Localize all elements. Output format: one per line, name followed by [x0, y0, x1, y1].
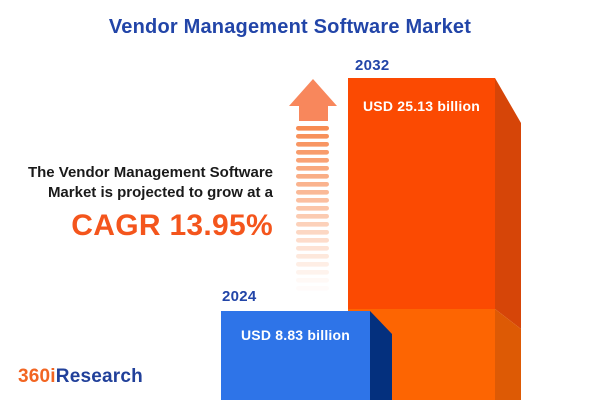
bar-2032-side-top	[495, 78, 521, 329]
bar-2032-front-top	[348, 78, 495, 309]
bar-2024-side	[370, 311, 392, 400]
chart-title: Vendor Management Software Market	[108, 16, 472, 38]
bar-2024-front	[221, 311, 370, 400]
cagr-value: CAGR 13.95%	[71, 209, 273, 242]
brand-logo: 360iResearch	[18, 366, 143, 388]
value-label-2024: USD 8.83 billion	[241, 327, 350, 343]
year-label-2024: 2024	[222, 288, 257, 305]
growth-annotation: The Vendor Management Software Market is…	[13, 163, 273, 243]
annotation-line-2: Market is projected to grow at a	[47, 184, 273, 201]
bar-2024	[221, 311, 392, 400]
brand-logo-prefix: 360i	[18, 366, 56, 387]
bar-2032-side-bottom	[495, 309, 521, 400]
arrow-stripes	[296, 126, 329, 283]
annotation-line-1: The Vendor Management Software	[27, 164, 273, 181]
growth-arrow-icon	[289, 79, 337, 283]
value-label-2032: USD 25.13 billion	[363, 98, 480, 114]
brand-logo-suffix: Research	[55, 366, 143, 387]
arrow-head	[289, 79, 337, 121]
year-label-2032: 2032	[355, 57, 390, 74]
